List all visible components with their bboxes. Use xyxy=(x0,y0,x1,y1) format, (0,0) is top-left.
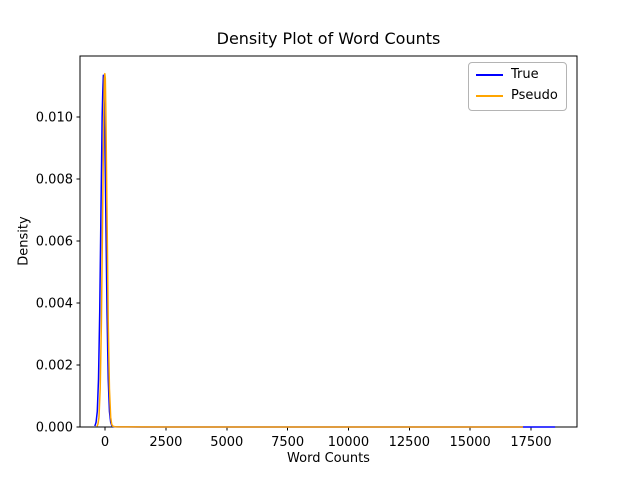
y-axis-label: Density xyxy=(16,216,32,266)
density-curves xyxy=(94,72,556,428)
x-tick-label: 10000 xyxy=(328,435,369,450)
x-axis-label: Word Counts xyxy=(287,451,370,466)
y-tick-label: 0.002 xyxy=(36,359,73,374)
density-curve-pseudo xyxy=(96,72,523,428)
legend-line-pseudo-icon xyxy=(476,95,503,98)
x-tick-label: 17500 xyxy=(510,435,551,450)
x-tick-label: 2500 xyxy=(149,435,182,450)
x-tick-label: 12500 xyxy=(389,435,430,450)
y-tick-label: 0.000 xyxy=(36,421,73,436)
y-tick-label: 0.010 xyxy=(36,111,73,126)
legend-line-true-icon xyxy=(476,74,503,77)
y-tick-label: 0.006 xyxy=(36,235,73,250)
x-tick-label: 0 xyxy=(101,435,109,450)
x-tick-label: 15000 xyxy=(449,435,490,450)
legend: True Pseudo xyxy=(468,62,567,111)
legend-entry-pseudo: Pseudo xyxy=(476,87,558,104)
legend-label-pseudo: Pseudo xyxy=(511,87,558,103)
legend-entry-true: True xyxy=(476,67,558,83)
chart-title: Density Plot of Word Counts xyxy=(216,29,441,48)
y-tick-label: 0.008 xyxy=(36,173,73,188)
x-tick-label: 7500 xyxy=(271,435,304,450)
density-curve-true xyxy=(94,74,556,428)
y-tick-label: 0.004 xyxy=(36,297,73,312)
x-tick-label: 5000 xyxy=(210,435,243,450)
axes-frame xyxy=(79,55,578,428)
tick-layer: 0 2500 5000 7500 10000 12500 15000 17500 0.000 0.… xyxy=(36,111,552,450)
legend-label-true: True xyxy=(511,67,539,82)
